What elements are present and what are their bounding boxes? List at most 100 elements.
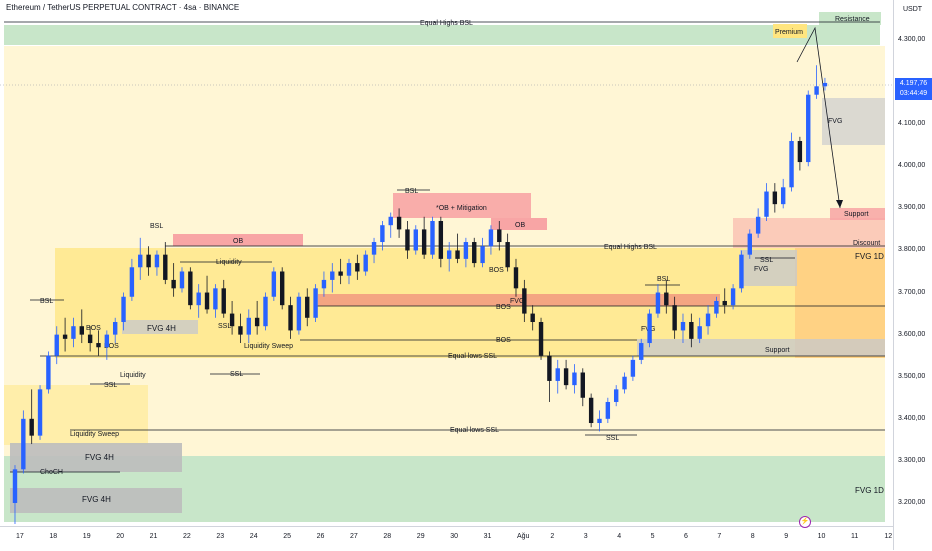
time-tick-label: 3 (583, 533, 588, 540)
candle-body (204, 292, 210, 310)
candle-body (530, 313, 535, 323)
candle-body (196, 292, 201, 306)
price-chart[interactable]: Equal Highs BSL Resistance Premium FVG S… (0, 0, 893, 526)
candle-body (430, 220, 435, 255)
candle-body (330, 271, 335, 280)
candle-body (822, 82, 828, 87)
label-bsl-left: BSL (40, 298, 53, 305)
candle-body (288, 305, 293, 331)
label-liquidity-left: Liquidity (120, 372, 146, 379)
label-equal-lows-ssl-2: Equal lows SSL (450, 427, 499, 434)
candle-body (764, 191, 769, 217)
candle-body (513, 267, 519, 289)
candle-body (238, 326, 243, 335)
candle-body (580, 372, 585, 398)
candle-body (388, 216, 393, 226)
price-tick-label: 3.300,00 (898, 456, 926, 464)
candle-body (747, 233, 752, 255)
label-fvg-right: FVG (828, 118, 842, 125)
label-bos-1: BOS (489, 267, 504, 274)
time-tick-label: 30 (450, 533, 458, 540)
candle-body (714, 300, 719, 314)
label-bos-2: BOS (496, 304, 511, 311)
candle-body (96, 343, 101, 348)
candle-body (279, 271, 285, 306)
candle-body (221, 288, 226, 314)
candle-body (263, 296, 268, 327)
candle-body (12, 469, 18, 503)
label-ssl-mid: SSL (218, 323, 231, 330)
projection-arrowhead (836, 200, 843, 208)
support-gray-zone (637, 339, 885, 356)
ob-mitigation-zone (393, 193, 531, 218)
candle-body (271, 271, 277, 297)
label-bsl-top-left: BSL (150, 223, 163, 230)
time-tick-label: 10 (817, 533, 826, 540)
candle-body (463, 242, 469, 259)
candle-body (163, 254, 168, 280)
candle-body (480, 246, 485, 264)
label-equal-lows-ssl: Equal lows SSL (448, 353, 497, 360)
time-tick-label: 4 (617, 533, 622, 540)
candle-body (338, 271, 343, 276)
support-zone-right (830, 208, 885, 220)
premium-box (773, 24, 807, 38)
label-equal-highs-bsl: Equal Highs BSL (604, 244, 657, 251)
candle-body (497, 229, 502, 243)
label-bos-3: BOS (496, 337, 511, 344)
candle-body (313, 288, 318, 318)
candle-body (138, 254, 143, 268)
time-tick-label: 29 (416, 533, 425, 540)
candle-body (21, 418, 26, 470)
candle-body (538, 322, 544, 356)
label-support-mid: Support (765, 347, 790, 354)
candle-body (229, 313, 235, 327)
time-tick-label: 20 (116, 533, 124, 540)
fvg-4h-gray-bottom2 (10, 488, 182, 513)
candle-body (547, 355, 552, 381)
candle-body (689, 322, 694, 339)
price-tick-label: 3.400,00 (898, 414, 926, 422)
label-fvg-mid: FVG (510, 298, 524, 305)
ob-zone-right (491, 218, 547, 230)
label-support-right: Support (844, 211, 869, 218)
fvg-gray-right (822, 98, 885, 145)
candle-body (572, 372, 577, 386)
candle-body (146, 254, 151, 268)
candle-body (797, 141, 803, 163)
time-tick-label: 26 (316, 533, 325, 540)
label-bos-left: BOS (86, 325, 101, 332)
label-liquidity-sweep: Liquidity Sweep (244, 343, 293, 350)
price-tick-label: 4.100,00 (898, 120, 926, 128)
candle-body (455, 250, 460, 259)
label-ob-right: OB (515, 222, 525, 229)
label-ssl-mid-2: SSL (230, 371, 243, 378)
candle-body (705, 313, 711, 327)
label-choch: ChoCH (40, 469, 63, 476)
candle-body (380, 225, 385, 243)
candle-body (780, 187, 786, 205)
label-fvg-mid-right: FVG (754, 266, 768, 273)
label-equal-highs-ssl: Equal Highs BSL (420, 20, 473, 27)
price-tick-label: 3.800,00 (898, 246, 926, 254)
last-price-tag: 4.197,76 03:44:49 (895, 78, 932, 100)
candle-body (79, 326, 84, 335)
chart-title: Ethereum / TetherUS PERPETUAL CONTRACT ·… (6, 3, 240, 12)
label-resistance: Resistance (835, 16, 870, 23)
candle-body (597, 418, 602, 424)
price-tick-label: 4.300,00 (898, 36, 926, 43)
label-fvg-4h-bottom2: FVG 4H (82, 495, 111, 504)
candle-body (346, 263, 352, 276)
candle-body (755, 216, 761, 234)
time-axis[interactable] (0, 526, 893, 551)
lightning-icon[interactable]: ⚡ (799, 516, 811, 528)
time-tick-label: Ağu (517, 533, 530, 540)
time-tick-label: 6 (684, 533, 688, 540)
candle-body (655, 292, 661, 314)
label-fvg-4h-bottom1: FVG 4H (85, 453, 114, 462)
candle-body (522, 288, 527, 314)
candle-body (789, 141, 794, 188)
candle-body (739, 254, 744, 289)
fvg-gray-mid-right (740, 250, 797, 286)
candle-body (630, 359, 636, 377)
